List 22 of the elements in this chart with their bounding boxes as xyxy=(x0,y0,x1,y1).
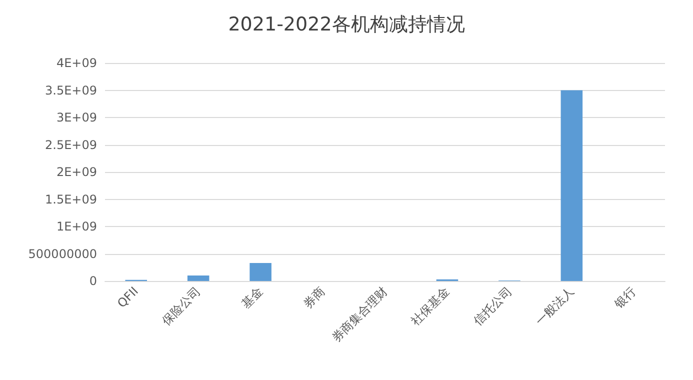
bar xyxy=(560,90,583,281)
y-tick-label: 1.5E+09 xyxy=(45,192,97,206)
bar xyxy=(187,276,210,281)
chart-title: 2021-2022各机构减持情况 xyxy=(228,14,465,36)
y-tick-label: 0 xyxy=(89,274,97,288)
x-tick-label: 保险公司 xyxy=(159,284,204,328)
x-tick-label: 一般法人 xyxy=(532,284,577,328)
x-tick-label: QFII xyxy=(114,284,142,310)
x-tick-label: 券商 xyxy=(300,284,328,311)
x-tick-label: 社保基金 xyxy=(408,284,452,328)
x-tick-label: 信托公司 xyxy=(470,284,514,328)
bar xyxy=(250,263,272,281)
y-tick-label: 1E+09 xyxy=(56,220,97,234)
x-tick-label: 券商集合理财 xyxy=(329,284,390,345)
y-tick-label: 3.5E+09 xyxy=(45,83,97,98)
x-tick-label: 基金 xyxy=(238,284,266,311)
y-tick-label: 500000000 xyxy=(28,246,97,261)
y-tick-label: 2.5E+09 xyxy=(45,138,97,152)
y-tick-label: 4E+09 xyxy=(56,56,97,70)
y-tick-label: 3E+09 xyxy=(56,110,97,124)
x-tick-label: 银行 xyxy=(611,284,639,312)
y-tick-label: 2E+09 xyxy=(56,165,97,179)
